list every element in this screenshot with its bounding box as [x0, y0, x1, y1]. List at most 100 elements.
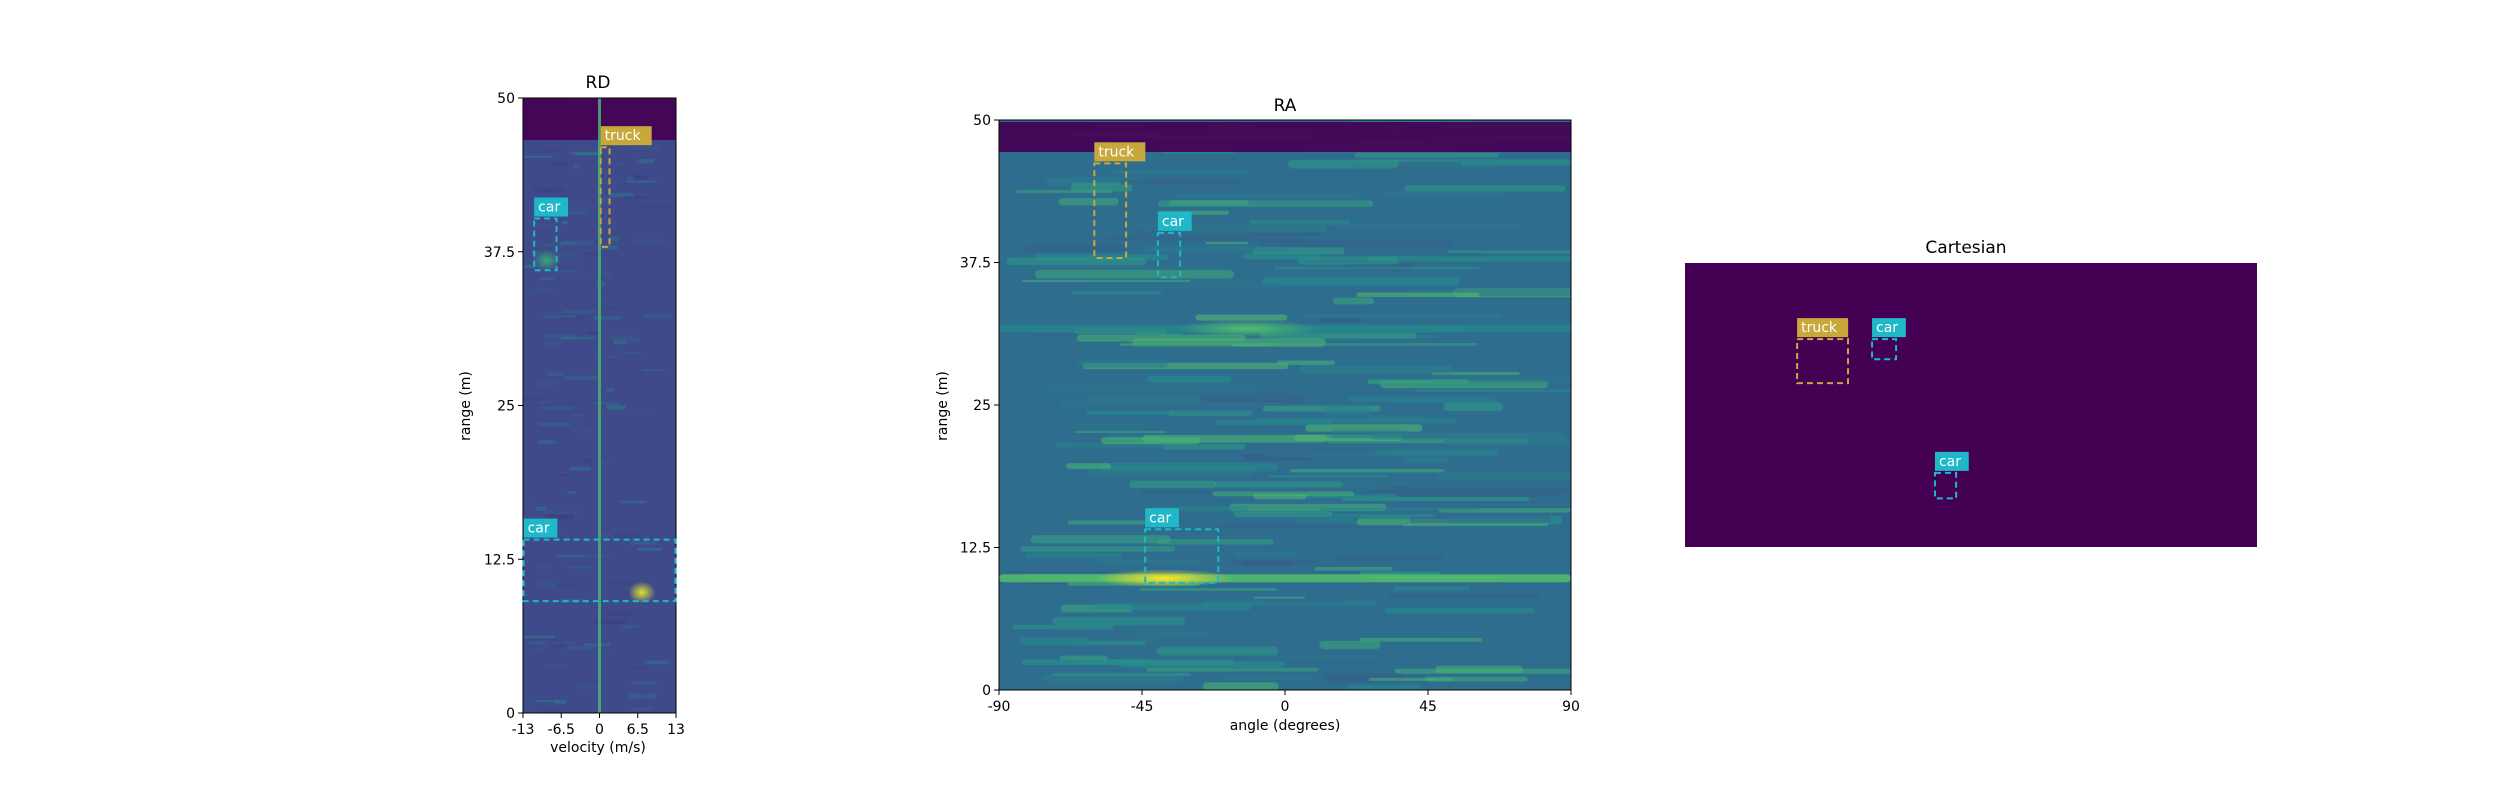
cartesian-detection-label-bg — [1934, 451, 1969, 471]
rd-texture — [586, 331, 600, 335]
rd-x-tick-label: 6.5 — [627, 722, 649, 738]
ra-texture — [1129, 480, 1216, 489]
rd-texture — [533, 647, 545, 652]
ra-texture — [1212, 491, 1355, 497]
ra-texture — [1334, 513, 1432, 518]
rd-texture — [615, 161, 624, 165]
ra-texture — [1305, 424, 1423, 432]
rd-detection-box — [599, 146, 611, 248]
ra-texture — [1404, 185, 1566, 192]
ra-detection-label-bg — [1094, 142, 1146, 162]
rd-heatmap — [523, 98, 676, 713]
ra-texture — [1072, 640, 1146, 645]
ra-texture — [1113, 170, 1247, 175]
ra-texture — [1393, 586, 1470, 591]
rd-texture — [566, 678, 575, 681]
rd-texture — [565, 565, 593, 569]
rd-y-ticks: 0 12.5 25 37.5 50 — [484, 91, 523, 722]
rd-target-blob — [532, 249, 561, 272]
ra-texture — [1253, 493, 1307, 500]
ra-target-blob — [1094, 569, 1235, 588]
ra-texture — [1074, 430, 1167, 434]
ra-texture — [1052, 616, 1186, 626]
cartesian-detection-label-bg — [1797, 318, 1849, 338]
rd-x-tick-label: -13 — [512, 722, 535, 738]
rd-texture — [525, 500, 537, 503]
rd-texture — [566, 645, 595, 650]
ra-texture — [1384, 607, 1535, 613]
ra-detection-box — [1156, 231, 1182, 279]
ra-texture — [1443, 438, 1571, 447]
ra-y-tick-label: 25 — [973, 398, 991, 414]
rd-texture — [576, 613, 591, 617]
ra-detection-box — [1093, 162, 1128, 259]
rd-texture — [637, 206, 674, 209]
ra-texture — [1195, 314, 1288, 321]
rd-texture — [607, 307, 619, 310]
ra-target-blob — [1176, 319, 1317, 338]
ra-texture — [1441, 252, 1487, 257]
rd-texture — [578, 272, 606, 275]
ra-texture — [1437, 471, 1571, 480]
rd-x-tick-label: 0 — [595, 722, 604, 738]
rd-texture — [583, 458, 592, 463]
ra-texture — [1409, 515, 1551, 523]
rd-texture — [557, 401, 578, 404]
rd-texture — [537, 422, 571, 427]
rd-texture — [524, 155, 553, 159]
ra-texture — [1242, 252, 1320, 260]
ra-x-tick-label: -45 — [1131, 699, 1154, 715]
rd-texture — [576, 685, 598, 689]
rd-texture — [564, 375, 599, 380]
ra-texture — [1217, 524, 1403, 529]
ra-texture — [1367, 415, 1426, 418]
rd-texture — [570, 414, 583, 417]
ra-texture — [1452, 355, 1517, 363]
ra-detection-label: car — [1162, 214, 1184, 230]
cartesian-panel: Cartesian truck car car — [1685, 238, 2257, 547]
rd-texture — [605, 387, 615, 392]
ra-x-tick-label: 90 — [1562, 699, 1580, 715]
ra-texture — [1012, 624, 1114, 630]
rd-texture — [562, 439, 580, 442]
rd-texture — [551, 269, 580, 273]
rd-detection-box — [533, 217, 558, 272]
rd-texture — [583, 642, 611, 647]
rd-detection-label-bg — [523, 518, 558, 538]
rd-texture — [592, 619, 627, 624]
rd-texture — [641, 456, 675, 461]
ra-texture — [1319, 640, 1381, 650]
ra-texture — [1066, 463, 1111, 469]
rd-texture — [534, 700, 560, 703]
ra-texture — [1200, 393, 1306, 403]
rd-texture — [636, 158, 655, 164]
rd-texture — [631, 239, 666, 244]
ra-texture — [1266, 453, 1447, 458]
rd-texture — [550, 162, 569, 166]
ra-texture — [1066, 422, 1148, 431]
ra-texture — [1025, 245, 1126, 252]
ra-texture — [1259, 239, 1454, 248]
rd-texture — [593, 355, 620, 359]
ra-texture — [1262, 276, 1460, 286]
rd-detection-label: car — [538, 200, 560, 216]
rd-texture — [541, 707, 569, 712]
cartesian-detection-label: car — [1939, 454, 1961, 470]
rd-texture — [536, 381, 558, 386]
rd-texture — [561, 336, 595, 340]
ra-panel: RA -90 -45 0 45 90 0 12.5 25 37.5 50 truck car car… — [935, 96, 1580, 734]
ra-texture — [1297, 256, 1400, 265]
ra-texture — [1120, 178, 1242, 185]
rd-texture — [579, 430, 591, 433]
rd-texture — [530, 288, 556, 293]
rd-texture — [561, 221, 569, 225]
rd-texture — [545, 514, 575, 520]
ra-texture — [1287, 159, 1399, 169]
ra-x-axis-label: angle (degrees) — [1230, 718, 1341, 734]
rd-texture — [608, 581, 638, 585]
ra-texture — [1102, 232, 1251, 236]
cartesian-detection-label: car — [1876, 320, 1898, 336]
ra-texture — [1387, 593, 1541, 599]
ra-x-tick-label: 45 — [1419, 699, 1437, 715]
